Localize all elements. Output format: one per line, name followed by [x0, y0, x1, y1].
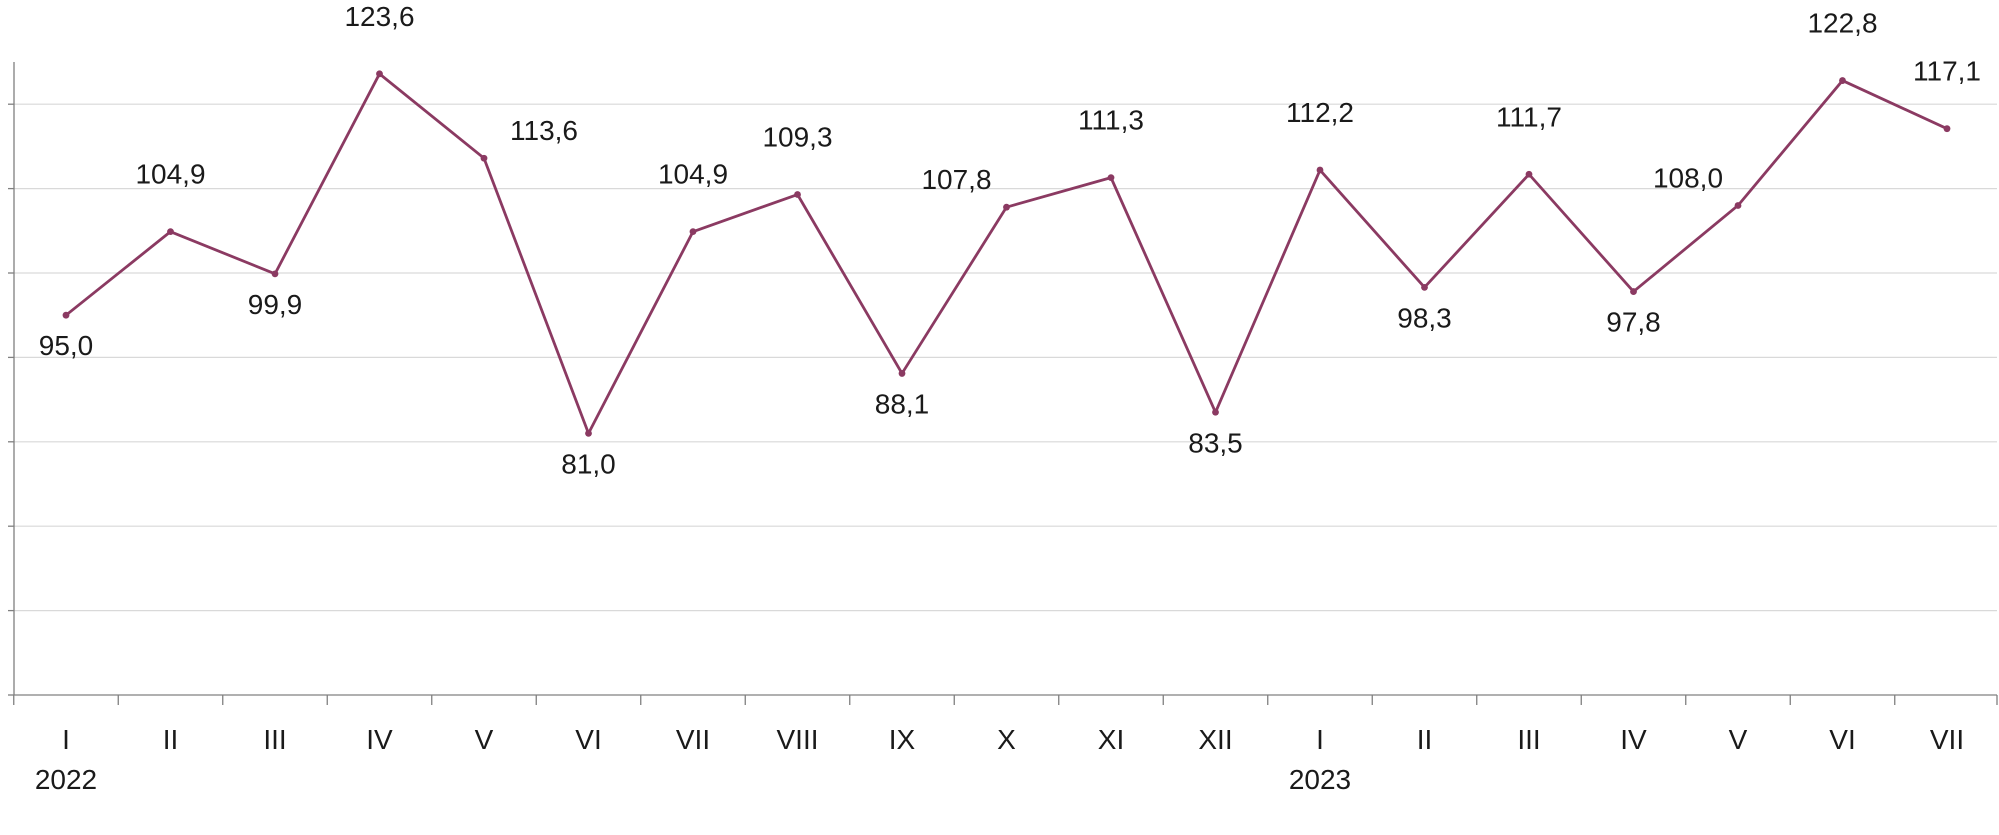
year-label: 2022 — [35, 764, 97, 795]
data-label: 104,9 — [658, 159, 728, 190]
data-label: 123,6 — [344, 1, 414, 32]
data-point — [1316, 166, 1324, 174]
data-point — [1943, 125, 1951, 133]
data-point — [62, 311, 70, 319]
data-label: 108,0 — [1653, 162, 1723, 193]
x-tick-label: I — [1316, 724, 1324, 755]
x-tick-label: I — [62, 724, 70, 755]
data-label: 117,1 — [1913, 56, 1981, 87]
data-point — [1421, 283, 1428, 291]
x-tick-label: X — [997, 724, 1016, 755]
x-tick-label: XII — [1198, 724, 1232, 755]
data-point — [1107, 174, 1115, 182]
x-tick-label: VII — [676, 724, 710, 755]
x-tick-label: III — [263, 724, 286, 755]
axes — [8, 62, 1998, 705]
x-tick-label: IV — [1620, 724, 1647, 755]
series-line — [65, 72, 1948, 435]
data-label: 83,5 — [1188, 427, 1243, 458]
data-label: 99,9 — [248, 289, 303, 320]
data-point — [167, 228, 174, 236]
x-tick-label: IX — [889, 724, 916, 755]
data-label: 111,7 — [1496, 101, 1562, 132]
x-tick-label: VI — [575, 724, 601, 755]
data-point — [1003, 203, 1010, 211]
data-point — [1734, 202, 1742, 209]
data-label: 81,0 — [561, 448, 616, 479]
gridlines — [14, 103, 1997, 612]
data-label: 113,6 — [510, 115, 578, 146]
x-tick-label: II — [163, 724, 179, 755]
x-axis-tick-labels: I II III IV V VI VII VIII IX X XI XII I II III IV V VI VII — [62, 724, 1964, 755]
x-tick-label: III — [1517, 724, 1540, 755]
data-label: 122,8 — [1807, 8, 1877, 39]
x-tick-label: VII — [1930, 724, 1964, 755]
data-label: 107,8 — [921, 164, 991, 195]
data-point — [794, 191, 801, 198]
data-point — [1839, 77, 1846, 84]
data-label: 109,3 — [762, 122, 832, 153]
data-point — [585, 429, 592, 437]
data-point — [376, 70, 383, 78]
x-tick-label: V — [1729, 724, 1748, 755]
data-point — [480, 154, 488, 162]
data-point — [1525, 170, 1533, 178]
data-label: 111,3 — [1078, 105, 1144, 136]
data-labels: 95,0 104,9 99,9 123,6 113,6 81,0 104,9 109,3 88,… — [39, 1, 1981, 480]
data-point — [1212, 408, 1219, 416]
x-tick-label: V — [475, 724, 494, 755]
x-tick-label: VI — [1829, 724, 1855, 755]
year-labels: 2022 2023 — [35, 764, 1351, 795]
data-point — [898, 370, 906, 377]
data-point — [1630, 288, 1637, 295]
x-tick-label: II — [1417, 724, 1433, 755]
year-label: 2023 — [1289, 764, 1351, 795]
data-label: 97,8 — [1606, 307, 1661, 338]
data-label: 104,9 — [135, 159, 205, 190]
data-label: 112,2 — [1286, 97, 1354, 128]
data-label: 98,3 — [1397, 302, 1452, 333]
data-point — [689, 228, 697, 236]
x-tick-label: IV — [366, 724, 393, 755]
series-line-group — [65, 72, 1948, 435]
x-tick-label: VIII — [776, 724, 818, 755]
data-points — [62, 70, 1951, 437]
data-label: 95,0 — [39, 330, 94, 361]
data-point — [271, 270, 279, 278]
data-label: 88,1 — [875, 388, 930, 419]
x-tick-label: XI — [1098, 724, 1124, 755]
